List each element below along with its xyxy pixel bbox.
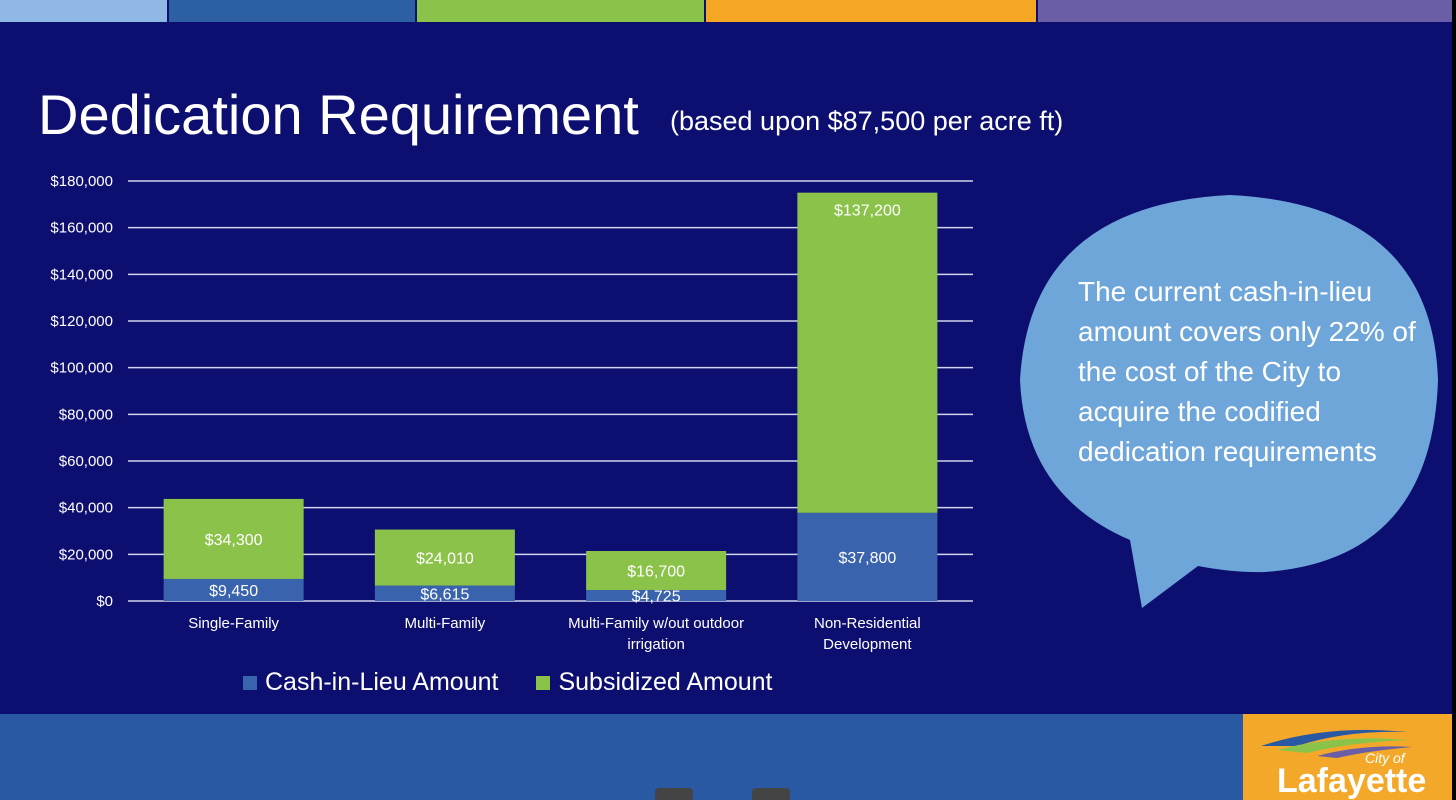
city-logo: City of Lafayette bbox=[1243, 714, 1454, 800]
y-tick-label: $0 bbox=[96, 593, 113, 610]
y-tick-label: $140,000 bbox=[50, 266, 113, 283]
slide-subtitle: (based upon $87,500 per acre ft) bbox=[670, 106, 1064, 136]
y-tick-label: $160,000 bbox=[50, 220, 113, 237]
y-tick-label: $20,000 bbox=[59, 546, 113, 563]
bar-cash-in-lieu bbox=[797, 512, 938, 601]
y-tick-label: $120,000 bbox=[50, 313, 113, 330]
x-tick-label: Multi-Family w/out outdoor bbox=[568, 615, 744, 632]
legend-swatch-subsidized bbox=[536, 675, 551, 690]
bar-cash-in-lieu bbox=[163, 578, 304, 601]
legend-item-cash-in-lieu: Cash-in-Lieu Amount bbox=[243, 668, 498, 697]
header-stripe-5 bbox=[1038, 0, 1456, 22]
y-tick-label: $60,000 bbox=[59, 453, 113, 470]
logo-mark-icon bbox=[1261, 729, 1412, 758]
y-tick-label: $180,000 bbox=[50, 173, 113, 190]
viewer-control-1[interactable] bbox=[655, 788, 693, 800]
data-label: $9,450 bbox=[209, 583, 258, 600]
data-label: $6,615 bbox=[420, 586, 469, 603]
x-tick-label: irrigation bbox=[627, 636, 685, 653]
header-stripe-4 bbox=[706, 0, 1036, 22]
callout-text: The current cash-in-lieu amount covers o… bbox=[1078, 276, 1416, 467]
data-label: $34,300 bbox=[205, 532, 263, 549]
legend-label-cash-in-lieu: Cash-in-Lieu Amount bbox=[265, 668, 499, 696]
bar-subsidized bbox=[374, 529, 515, 586]
slide-title: Dedication Requirement bbox=[38, 83, 639, 146]
header-stripe-3 bbox=[417, 0, 704, 22]
chart-legend: Cash-in-Lieu Amount Subsidized Amount bbox=[243, 668, 773, 697]
header-stripe-2 bbox=[169, 0, 415, 22]
data-label: $37,800 bbox=[838, 550, 896, 567]
data-label: $4,725 bbox=[632, 588, 681, 605]
window-edge bbox=[1452, 0, 1456, 800]
data-label: $16,700 bbox=[627, 563, 685, 580]
speech-bubble-shape bbox=[1020, 195, 1438, 608]
legend-label-subsidized: Subsidized Amount bbox=[558, 668, 773, 696]
footer-bar bbox=[0, 714, 1456, 800]
logo-city-of: City of bbox=[1365, 750, 1405, 766]
y-tick-label: $100,000 bbox=[50, 360, 113, 377]
bar-cash-in-lieu bbox=[586, 589, 727, 601]
bar-cash-in-lieu bbox=[374, 585, 515, 601]
data-label: $137,200 bbox=[834, 203, 901, 220]
y-tick-label: $40,000 bbox=[59, 500, 113, 517]
speech-bubble bbox=[1020, 195, 1438, 608]
bar-subsidized bbox=[163, 498, 304, 579]
x-tick-label: Development bbox=[823, 636, 912, 653]
data-label: $24,010 bbox=[416, 551, 474, 568]
legend-item-subsidized: Subsidized Amount bbox=[536, 668, 773, 697]
viewer-control-2[interactable] bbox=[752, 788, 790, 800]
x-tick-label: Multi-Family bbox=[404, 615, 485, 632]
header-stripe-1 bbox=[0, 0, 167, 22]
x-tick-label: Non-Residential bbox=[814, 615, 921, 632]
legend-swatch-cash-in-lieu bbox=[243, 675, 257, 690]
x-tick-label: Single-Family bbox=[188, 615, 279, 632]
bar-subsidized bbox=[586, 551, 727, 590]
bar-subsidized bbox=[797, 192, 938, 513]
stacked-bar-chart: $0 $20,000 $40,000 $60,000 $80,000 $100,000 $1… bbox=[50, 173, 973, 653]
y-tick-label: $80,000 bbox=[59, 406, 113, 423]
logo-lafayette: Lafayette bbox=[1277, 762, 1427, 800]
